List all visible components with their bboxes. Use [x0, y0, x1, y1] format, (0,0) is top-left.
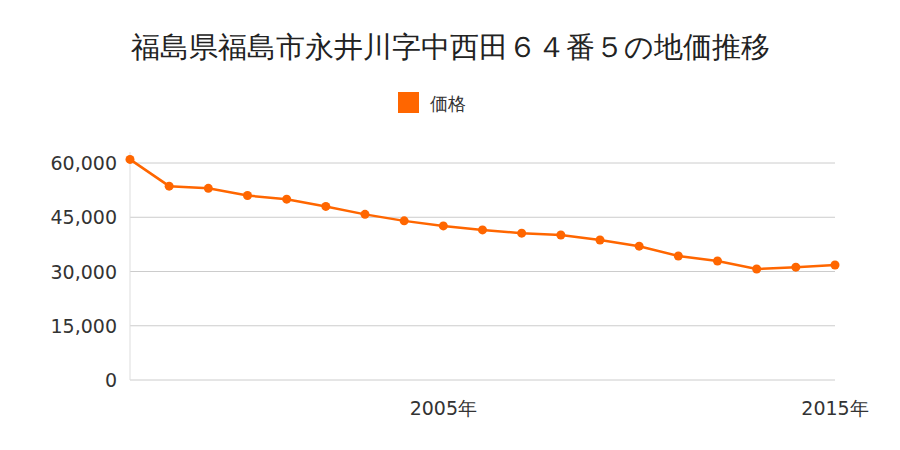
point — [126, 155, 135, 164]
legend-label: 価格 — [430, 93, 466, 114]
grid-line — [130, 271, 835, 272]
point — [791, 263, 800, 272]
y-tick-label: 15,000 — [51, 315, 117, 337]
y-tick-label: 45,000 — [51, 206, 117, 228]
point — [635, 242, 644, 251]
point — [752, 264, 761, 273]
point — [243, 191, 252, 200]
y-axis-line — [130, 152, 131, 380]
point — [596, 236, 605, 245]
legend-swatch — [398, 92, 419, 113]
grid-line — [130, 380, 835, 381]
chart: 福島県福島市永井川字中西田６４番５の地価推移価格 0 15,000 30,000 45,… — [0, 0, 900, 450]
point — [321, 202, 330, 211]
point — [556, 230, 565, 239]
title: 福島県福島市永井川字中西田６４番５の地価推移 — [131, 30, 770, 64]
point — [674, 251, 683, 260]
point — [204, 184, 213, 193]
point — [478, 225, 487, 234]
x-tick-label: 2015年 — [801, 397, 868, 419]
point — [361, 210, 370, 219]
plot-area — [126, 155, 840, 274]
grid-line — [130, 217, 835, 218]
y-tick-label: 0 — [105, 369, 117, 391]
point — [713, 257, 722, 266]
series-line — [130, 159, 835, 269]
y-tick-label: 60,000 — [51, 152, 117, 174]
point — [439, 221, 448, 230]
grid-line — [130, 325, 835, 326]
y-tick-label: 30,000 — [51, 261, 117, 283]
point — [282, 195, 291, 204]
grid-line — [130, 163, 835, 164]
point — [400, 216, 409, 225]
point — [517, 229, 526, 238]
point — [831, 260, 840, 269]
x-tick-label: 2005年 — [410, 397, 477, 419]
point — [165, 182, 174, 191]
